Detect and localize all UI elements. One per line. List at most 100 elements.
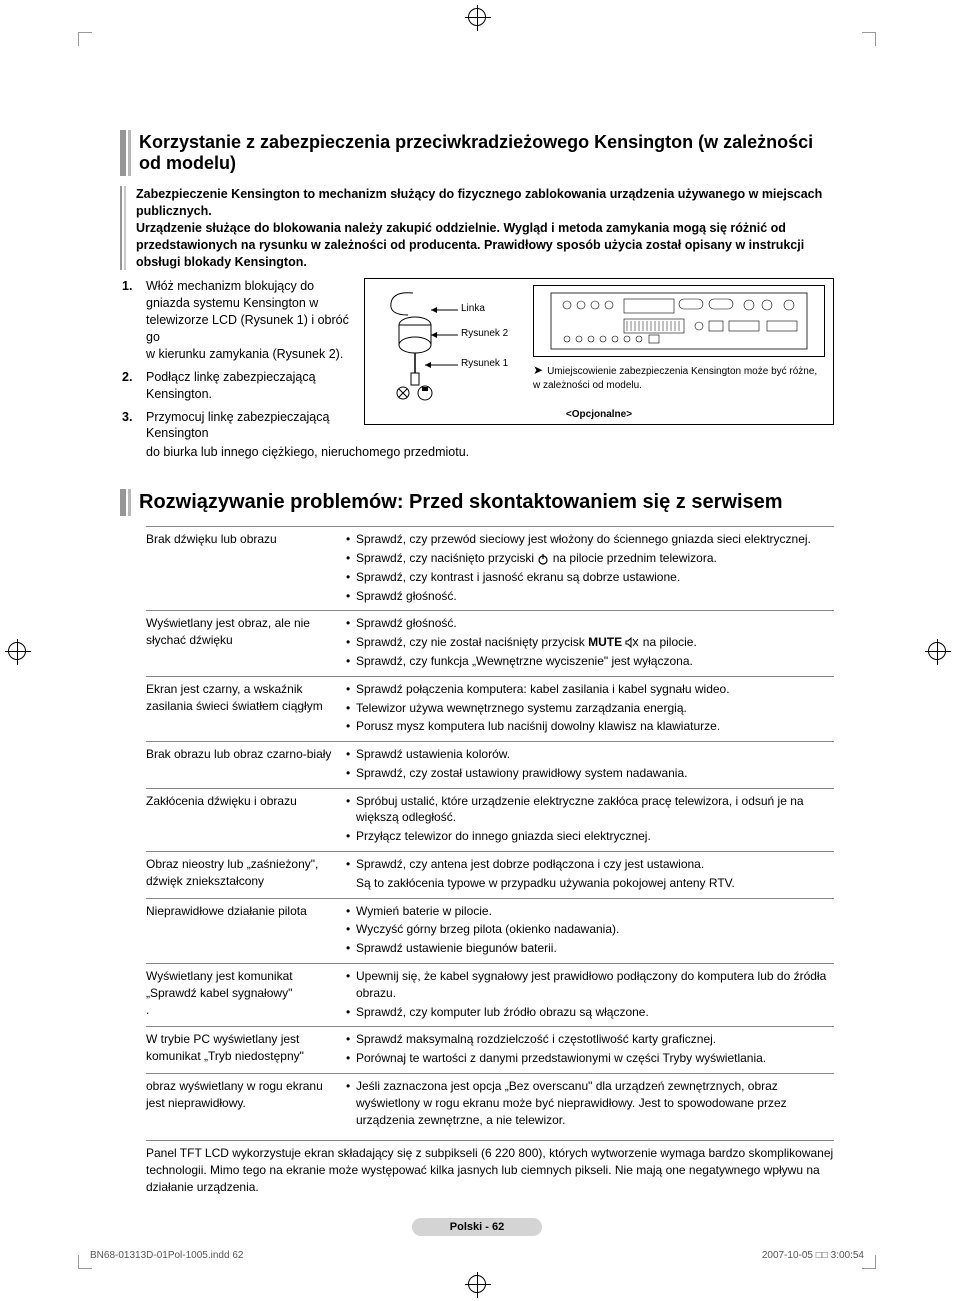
solution-item: Spróbuj ustalić, które urządzenie elektr… bbox=[346, 793, 828, 827]
table-row: Wyświetlany jest komunikat „Sprawdź kabe… bbox=[146, 964, 834, 1027]
solution-item: Sprawdź, czy antena jest dobrze podłączo… bbox=[346, 856, 828, 873]
figure-box: Linka Rysunek 2 Rysunek 1 bbox=[364, 278, 834, 425]
solution-item: Sprawdź, czy funkcja „Wewnętrzne wycisze… bbox=[346, 653, 828, 670]
fig-label-fig1: Rysunek 1 bbox=[461, 358, 508, 369]
footer-meta: BN68-01313D-01Pol-1005.indd 62 2007-10-0… bbox=[90, 1250, 864, 1261]
section1-body: 1.Włóż mechanizm blokujący do gniazda sy… bbox=[120, 278, 834, 448]
section1-intro-text: Zabezpieczenie Kensington to mechanizm s… bbox=[136, 186, 834, 270]
solution-item: Sprawdź maksymalną rozdzielczość i częst… bbox=[346, 1031, 828, 1048]
section1-intro-block: Zabezpieczenie Kensington to mechanizm s… bbox=[120, 186, 834, 270]
page-content: Korzystanie z zabezpieczenia przeciwkrad… bbox=[0, 0, 954, 1301]
step-item: 2.Podłącz linkę zabezpieczającą Kensingt… bbox=[140, 369, 350, 403]
solution-item: Sprawdź połączenia komputera: kabel zasi… bbox=[346, 681, 828, 698]
solution-cell: Sprawdź ustawienia kolorów. Sprawdź, czy … bbox=[346, 742, 834, 789]
solution-list: Sprawdź, czy antena jest dobrze podłączo… bbox=[346, 856, 828, 892]
solution-list: Jeśli zaznaczona jest opcja „Bez oversca… bbox=[346, 1078, 828, 1128]
solution-item: Wymień baterie w pilocie. bbox=[346, 903, 828, 920]
solution-cell: Sprawdź połączenia komputera: kabel zasi… bbox=[346, 676, 834, 741]
steps-column: 1.Włóż mechanizm blokujący do gniazda sy… bbox=[120, 278, 350, 448]
solution-list: Sprawdź maksymalną rozdzielczość i częst… bbox=[346, 1031, 828, 1067]
figure-note-text: Umiejscowienie zabezpieczenia Kensington… bbox=[533, 366, 817, 391]
table-row: Ekran jest czarny, a wskaźnik zasilania … bbox=[146, 676, 834, 741]
problem-cell: Wyświetlany jest komunikat „Sprawdź kabe… bbox=[146, 964, 346, 1027]
solution-item: Sprawdź, czy kontrast i jasność ekranu s… bbox=[346, 569, 828, 586]
page-number-pill: Polski - 62 bbox=[412, 1218, 542, 1236]
problem-cell: Zakłócenia dźwięku i obrazu bbox=[146, 788, 346, 851]
solution-cell: Sprawdź głośność. Sprawdź, czy nie został… bbox=[346, 611, 834, 676]
solution-item: Porusz mysz komputera lub naciśnij dowol… bbox=[346, 718, 828, 735]
solution-cell: Upewnij się, że kabel sygnałowy jest pra… bbox=[346, 964, 834, 1027]
rear-panel-diagram: ➤Umiejscowienie zabezpieczenia Kensingto… bbox=[533, 285, 825, 405]
problem-cell: Wyświetlany jest obraz, ale nie słychać … bbox=[146, 611, 346, 676]
solution-item: Są to zakłócenia typowe w przypadku używ… bbox=[346, 875, 828, 892]
solution-cell: Sprawdź maksymalną rozdzielczość i częst… bbox=[346, 1027, 834, 1074]
mute-label: MUTE bbox=[588, 635, 622, 649]
solution-item: Sprawdź, czy naciśnięto przyciski na pil… bbox=[346, 550, 828, 567]
fig-label-cable: Linka bbox=[461, 303, 485, 314]
solution-item: Wyczyść górny brzeg pilota (okienko nada… bbox=[346, 921, 828, 938]
solution-item: Przyłącz telewizor do innego gniazda sie… bbox=[346, 828, 828, 845]
problem-cell: Obraz nieostry lub „zaśnieżony", dźwięk … bbox=[146, 852, 346, 899]
solution-list: Sprawdź połączenia komputera: kabel zasi… bbox=[346, 681, 828, 735]
step3-continuation: do biurka lub innego ciężkiego, nierucho… bbox=[120, 444, 834, 461]
power-icon bbox=[537, 551, 549, 565]
steps-list: 1.Włóż mechanizm blokujący do gniazda sy… bbox=[120, 278, 350, 442]
table-row: Nieprawidłowe działanie pilotaWymień bat… bbox=[146, 898, 834, 963]
problem-cell: Nieprawidłowe działanie pilota bbox=[146, 898, 346, 963]
table-row: Wyświetlany jest obraz, ale nie słychać … bbox=[146, 611, 834, 676]
table-row: obraz wyświetlany w rogu ekranu jest nie… bbox=[146, 1074, 834, 1135]
table-row: Zakłócenia dźwięku i obrazuSpróbuj ustal… bbox=[146, 788, 834, 851]
solution-list: Upewnij się, że kabel sygnałowy jest pra… bbox=[346, 968, 828, 1020]
heading-accent-bars bbox=[120, 130, 131, 176]
solution-item: Sprawdź, czy nie został naciśnięty przyc… bbox=[346, 634, 828, 651]
solution-list: Sprawdź głośność. Sprawdź, czy nie został… bbox=[346, 615, 828, 669]
mute-icon bbox=[622, 635, 639, 649]
section1-heading-row: Korzystanie z zabezpieczenia przeciwkrad… bbox=[120, 130, 834, 176]
solution-item: Porównaj te wartości z danymi przedstawi… bbox=[346, 1050, 828, 1067]
table-row: W trybie PC wyświetlany jest komunikat „… bbox=[146, 1027, 834, 1074]
solution-item: Jeśli zaznaczona jest opcja „Bez oversca… bbox=[346, 1078, 828, 1128]
step-item: 3.Przymocuj linkę zabezpieczającą Kensin… bbox=[140, 409, 350, 443]
solution-item: Sprawdź ustawienia kolorów. bbox=[346, 746, 828, 763]
problem-cell: obraz wyświetlany w rogu ekranu jest nie… bbox=[146, 1074, 346, 1135]
problem-cell: Brak obrazu lub obraz czarno-biały bbox=[146, 742, 346, 789]
step-text: Podłącz linkę zabezpieczającą Kensington… bbox=[146, 370, 316, 401]
solution-item: Sprawdź głośność. bbox=[346, 588, 828, 605]
problem-cell: Brak dźwięku lub obrazu bbox=[146, 527, 346, 611]
solution-list: Wymień baterie w pilocie.Wyczyść górny b… bbox=[346, 903, 828, 957]
section1-heading: Korzystanie z zabezpieczenia przeciwkrad… bbox=[139, 130, 834, 176]
section2-footnote: Panel TFT LCD wykorzystuje ekran składaj… bbox=[146, 1140, 834, 1195]
step-item: 1.Włóż mechanizm blokujący do gniazda sy… bbox=[140, 278, 350, 362]
solution-cell: Spróbuj ustalić, które urządzenie elektr… bbox=[346, 788, 834, 851]
note-arrow-icon: ➤ bbox=[533, 363, 543, 377]
solution-cell: Wymień baterie w pilocie.Wyczyść górny b… bbox=[346, 898, 834, 963]
solution-cell: Sprawdź, czy antena jest dobrze podłączo… bbox=[346, 852, 834, 899]
problem-cell: W trybie PC wyświetlany jest komunikat „… bbox=[146, 1027, 346, 1074]
fig-label-fig2: Rysunek 2 bbox=[461, 328, 508, 339]
step-text: Włóż mechanizm blokujący do gniazda syst… bbox=[146, 279, 349, 361]
solution-item: Sprawdź, czy został ustawiony prawidłowy… bbox=[346, 765, 828, 782]
section2-heading: Rozwiązywanie problemów: Przed skontakto… bbox=[139, 489, 783, 516]
footer-left: BN68-01313D-01Pol-1005.indd 62 bbox=[90, 1250, 243, 1261]
solution-item: Sprawdź, czy komputer lub źródło obrazu … bbox=[346, 1004, 828, 1021]
solution-item: Sprawdź głośność. bbox=[346, 615, 828, 632]
solution-list: Sprawdź ustawienia kolorów. Sprawdź, czy … bbox=[346, 746, 828, 782]
problem-cell: Ekran jest czarny, a wskaźnik zasilania … bbox=[146, 676, 346, 741]
section2-heading-row: Rozwiązywanie problemów: Przed skontakto… bbox=[120, 489, 834, 516]
footer-right: 2007-10-05 □□ 3:00:54 bbox=[762, 1250, 864, 1261]
solution-cell: Sprawdź, czy przewód sieciowy jest włożo… bbox=[346, 527, 834, 611]
heading-accent-bars bbox=[120, 489, 131, 516]
solution-cell: Jeśli zaznaczona jest opcja „Bez oversca… bbox=[346, 1074, 834, 1135]
solution-item: Telewizor używa wewnętrznego systemu zar… bbox=[346, 700, 828, 717]
table-row: Brak obrazu lub obraz czarno-białySprawd… bbox=[146, 742, 834, 789]
step-text: Przymocuj linkę zabezpieczającą Kensingt… bbox=[146, 410, 329, 441]
lock-diagram: Linka Rysunek 2 Rysunek 1 bbox=[373, 285, 523, 405]
solution-item: Upewnij się, że kabel sygnałowy jest pra… bbox=[346, 968, 828, 1002]
solution-list: Spróbuj ustalić, które urządzenie elektr… bbox=[346, 793, 828, 845]
table-row: Brak dźwięku lub obrazuSprawdź, czy prze… bbox=[146, 527, 834, 611]
troubleshooting-table: Brak dźwięku lub obrazuSprawdź, czy prze… bbox=[146, 526, 834, 1134]
solution-item: Sprawdź, czy przewód sieciowy jest włożo… bbox=[346, 531, 828, 548]
solution-item: Sprawdź ustawienie biegunów baterii. bbox=[346, 940, 828, 957]
table-row: Obraz nieostry lub „zaśnieżony", dźwięk … bbox=[146, 852, 834, 899]
figure-note: ➤Umiejscowienie zabezpieczenia Kensingto… bbox=[533, 363, 825, 392]
